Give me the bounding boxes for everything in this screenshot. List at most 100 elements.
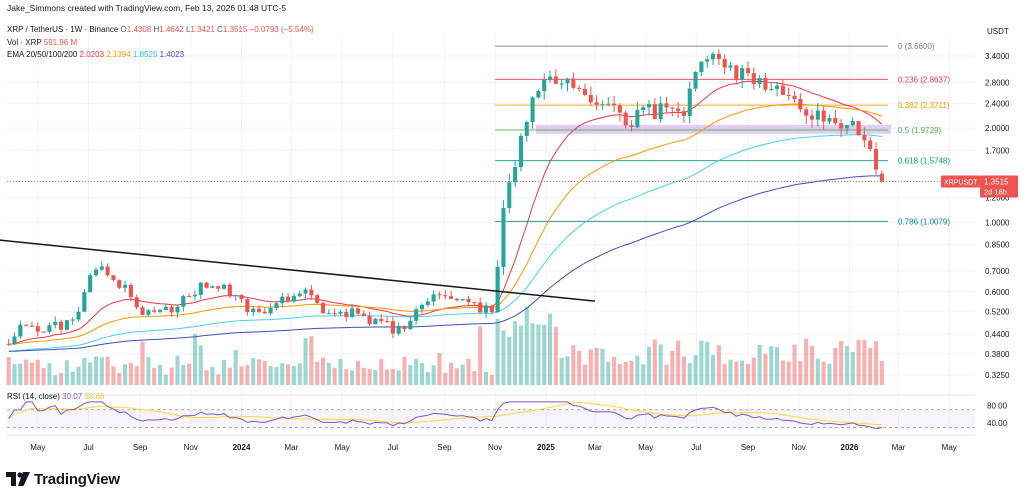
candle-body (204, 282, 209, 288)
volume-bar (390, 368, 395, 385)
candle-body (513, 167, 518, 183)
candle-body (524, 121, 529, 136)
tradingview-logo[interactable]: TradingView (6, 468, 120, 490)
tradingview-logo-icon (6, 472, 30, 486)
volume-bar (699, 340, 704, 385)
volume-bar (449, 362, 454, 385)
candle-body (367, 316, 372, 325)
volume-bar (763, 353, 768, 385)
volume-bar (850, 351, 855, 385)
volume-bar (157, 364, 163, 385)
volume-bar (315, 361, 320, 385)
candle-body (408, 320, 413, 330)
candle-body (6, 343, 11, 345)
candle-body (594, 102, 599, 105)
volume-bar (233, 350, 238, 385)
candle-body (82, 292, 87, 312)
volume-bar (879, 360, 884, 385)
candle-body (315, 295, 320, 303)
volume-bar (332, 367, 337, 385)
volume-label[interactable]: Vol · XRP (7, 38, 42, 47)
candle-body (780, 85, 785, 95)
volume-bar (874, 341, 879, 385)
volume-bar (128, 362, 133, 385)
volume-bar (472, 371, 477, 385)
volume-bar (588, 349, 593, 385)
y-tick-label: 0.7000 (985, 267, 1010, 276)
candle-body (483, 305, 489, 313)
symbol-legend: XRP / TetherUS · 1W · Binance O1.4308 H1… (7, 25, 314, 35)
candle-body (874, 148, 879, 170)
volume-bar (466, 358, 471, 385)
y-tick-label: 0.4400 (985, 330, 1010, 339)
fib-label-0.382: 0.382 (2.3711) (898, 101, 950, 110)
candle-body (12, 336, 17, 345)
volume-bar (798, 361, 803, 385)
low-value: 1.3421 (190, 25, 215, 34)
volume-bar (612, 356, 617, 385)
volume-bar (59, 373, 64, 385)
volume-bar (757, 344, 762, 385)
volume-bar (513, 321, 518, 385)
x-tick-label: 2024 (233, 443, 251, 452)
volume-bar (705, 341, 710, 385)
candle-body (588, 94, 593, 103)
candle-body (681, 111, 686, 116)
volume-bar (105, 356, 110, 385)
candle-body (320, 302, 326, 314)
time-axis[interactable]: May Jul Sep Nov 2024 Mar May Jul Sep Nov 2025 Mar Ma… (30, 443, 957, 452)
candle-body (210, 286, 215, 288)
candle-body (41, 331, 46, 333)
candle-body (18, 324, 23, 337)
candle-body (280, 296, 285, 304)
symbol-name[interactable]: XRP / TetherUS · 1W · Binance (7, 25, 119, 34)
ema200-value: 1.4023 (159, 50, 185, 59)
candle-body (641, 107, 646, 111)
support-zone (535, 124, 892, 134)
candle-body (157, 309, 163, 312)
volume-bar (286, 364, 291, 385)
ema-label[interactable]: EMA 20/50/100/200 (7, 50, 78, 59)
volume-bars (6, 306, 884, 385)
trendline[interactable] (0, 234, 596, 302)
volume-bar (839, 340, 844, 385)
rsi-label[interactable]: RSI (14, close) (7, 392, 60, 401)
ema100-line (8, 134, 882, 352)
candle-body (111, 275, 116, 281)
candle-body (355, 308, 360, 314)
candle-body (373, 318, 378, 325)
volume-bar (501, 330, 506, 385)
candle-body (414, 309, 419, 321)
volume-bar (821, 361, 826, 385)
volume-bar (175, 355, 180, 385)
candle-body (99, 266, 104, 270)
y-tick-label: 1.0000 (985, 218, 1010, 227)
candle-body (751, 73, 756, 84)
candle-body (850, 121, 855, 126)
rsi-tick-label: 80.00 (987, 401, 1008, 410)
candle-body (530, 97, 535, 122)
candle-body (728, 65, 733, 68)
candle-body (274, 303, 279, 308)
ema200-line (8, 175, 882, 352)
rsi-pane[interactable]: 80.00 40.00 (7, 394, 1008, 436)
descending-trendline[interactable] (0, 234, 596, 302)
volume-bar (792, 344, 797, 385)
price-axis[interactable]: 3.4000 2.8000 2.4000 2.0000 1.7000 1.2000 1.00… (985, 52, 1010, 380)
volume-bar (251, 357, 256, 385)
volume-bar (809, 345, 815, 385)
volume-bar (24, 359, 29, 385)
candle-body (303, 289, 308, 294)
candle-body (879, 173, 884, 182)
candle-body (664, 103, 669, 108)
x-tick-label: Jul (691, 443, 701, 452)
volume-bar (210, 366, 215, 385)
volume-bar (868, 347, 873, 385)
y-tick-label: 1.2000 (985, 194, 1010, 203)
volume-bar (745, 363, 751, 385)
volume-bar (664, 364, 669, 385)
candle-body (705, 59, 710, 62)
volume-bar (245, 365, 250, 385)
volume-bar (856, 339, 861, 385)
